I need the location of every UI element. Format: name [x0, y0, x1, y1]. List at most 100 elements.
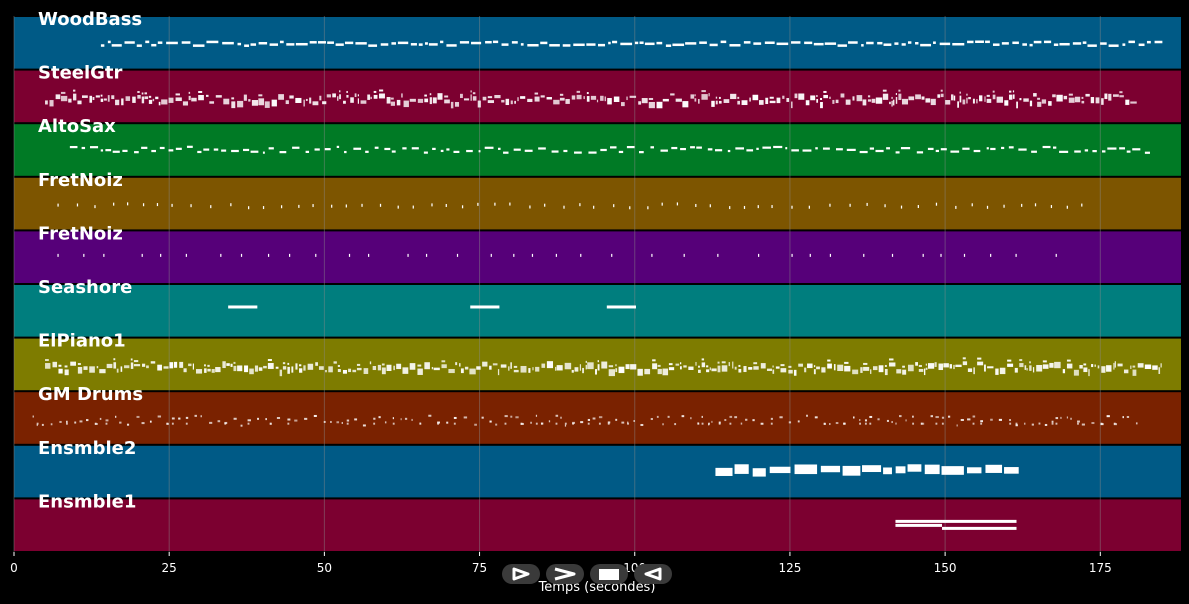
note — [621, 102, 625, 107]
note — [644, 42, 655, 46]
note — [453, 416, 457, 419]
note — [972, 422, 975, 425]
note — [313, 414, 317, 417]
note — [384, 421, 387, 424]
note — [779, 416, 783, 419]
note — [289, 95, 294, 99]
note — [804, 41, 813, 45]
note — [410, 43, 417, 46]
note — [864, 419, 868, 422]
note — [765, 97, 769, 105]
note — [640, 423, 644, 426]
note — [667, 415, 670, 418]
note — [753, 366, 759, 370]
note — [1119, 95, 1124, 98]
note — [511, 41, 518, 44]
fast-forward-button[interactable] — [546, 564, 584, 584]
note — [432, 97, 437, 104]
note — [411, 147, 419, 150]
note — [89, 146, 99, 149]
note — [992, 43, 1000, 46]
note — [433, 367, 440, 371]
note — [769, 100, 776, 104]
note — [335, 43, 344, 46]
note — [1119, 147, 1126, 150]
note — [460, 368, 464, 374]
note — [168, 97, 174, 103]
note — [240, 424, 243, 427]
note — [842, 465, 861, 476]
note — [403, 100, 409, 108]
note — [489, 365, 492, 370]
note — [373, 90, 377, 93]
note — [175, 97, 182, 102]
note — [1059, 150, 1069, 153]
note — [163, 366, 169, 369]
note — [487, 100, 495, 104]
note — [945, 100, 951, 105]
play-button[interactable] — [634, 564, 672, 584]
note — [878, 365, 884, 373]
note — [1072, 42, 1082, 45]
note — [918, 364, 922, 367]
note — [1042, 145, 1051, 149]
note — [49, 100, 54, 107]
track-notes — [895, 519, 1017, 530]
note — [938, 363, 944, 371]
note — [317, 41, 326, 44]
note — [348, 368, 352, 373]
note — [374, 146, 379, 149]
note — [1018, 148, 1027, 151]
note — [656, 41, 663, 45]
note — [935, 149, 939, 153]
note — [1068, 93, 1073, 96]
track-notes — [45, 89, 1137, 109]
track-label: Ensmble1 — [38, 491, 136, 512]
note — [721, 365, 728, 372]
note — [679, 366, 682, 370]
note — [915, 41, 919, 45]
note — [346, 94, 349, 98]
note — [325, 369, 327, 373]
note — [148, 99, 153, 104]
note — [175, 93, 180, 96]
note — [891, 421, 893, 424]
note — [531, 253, 534, 257]
note — [425, 253, 428, 257]
note — [625, 364, 630, 370]
note — [83, 253, 85, 257]
note — [527, 44, 539, 47]
play-reverse-button[interactable] — [502, 564, 540, 584]
note — [535, 366, 540, 372]
note — [941, 422, 944, 425]
note — [535, 422, 538, 425]
note — [863, 362, 868, 365]
note — [1032, 367, 1035, 373]
note — [889, 358, 894, 361]
note — [607, 98, 612, 105]
note — [949, 364, 952, 369]
note — [144, 92, 148, 95]
note — [354, 418, 358, 421]
note — [485, 40, 492, 44]
note — [336, 145, 340, 149]
note — [136, 44, 142, 47]
note — [520, 422, 523, 425]
note — [191, 97, 197, 102]
note — [92, 97, 95, 101]
note — [495, 423, 498, 426]
stop-button[interactable] — [590, 564, 628, 584]
note — [520, 365, 527, 373]
note — [379, 93, 385, 99]
note — [1059, 42, 1070, 46]
note — [384, 147, 391, 151]
note — [423, 151, 428, 154]
note — [476, 366, 481, 370]
note — [596, 99, 599, 103]
note — [866, 202, 868, 206]
note — [94, 205, 96, 209]
note — [333, 361, 337, 364]
note — [185, 416, 189, 419]
note — [258, 367, 263, 371]
note — [629, 206, 631, 210]
